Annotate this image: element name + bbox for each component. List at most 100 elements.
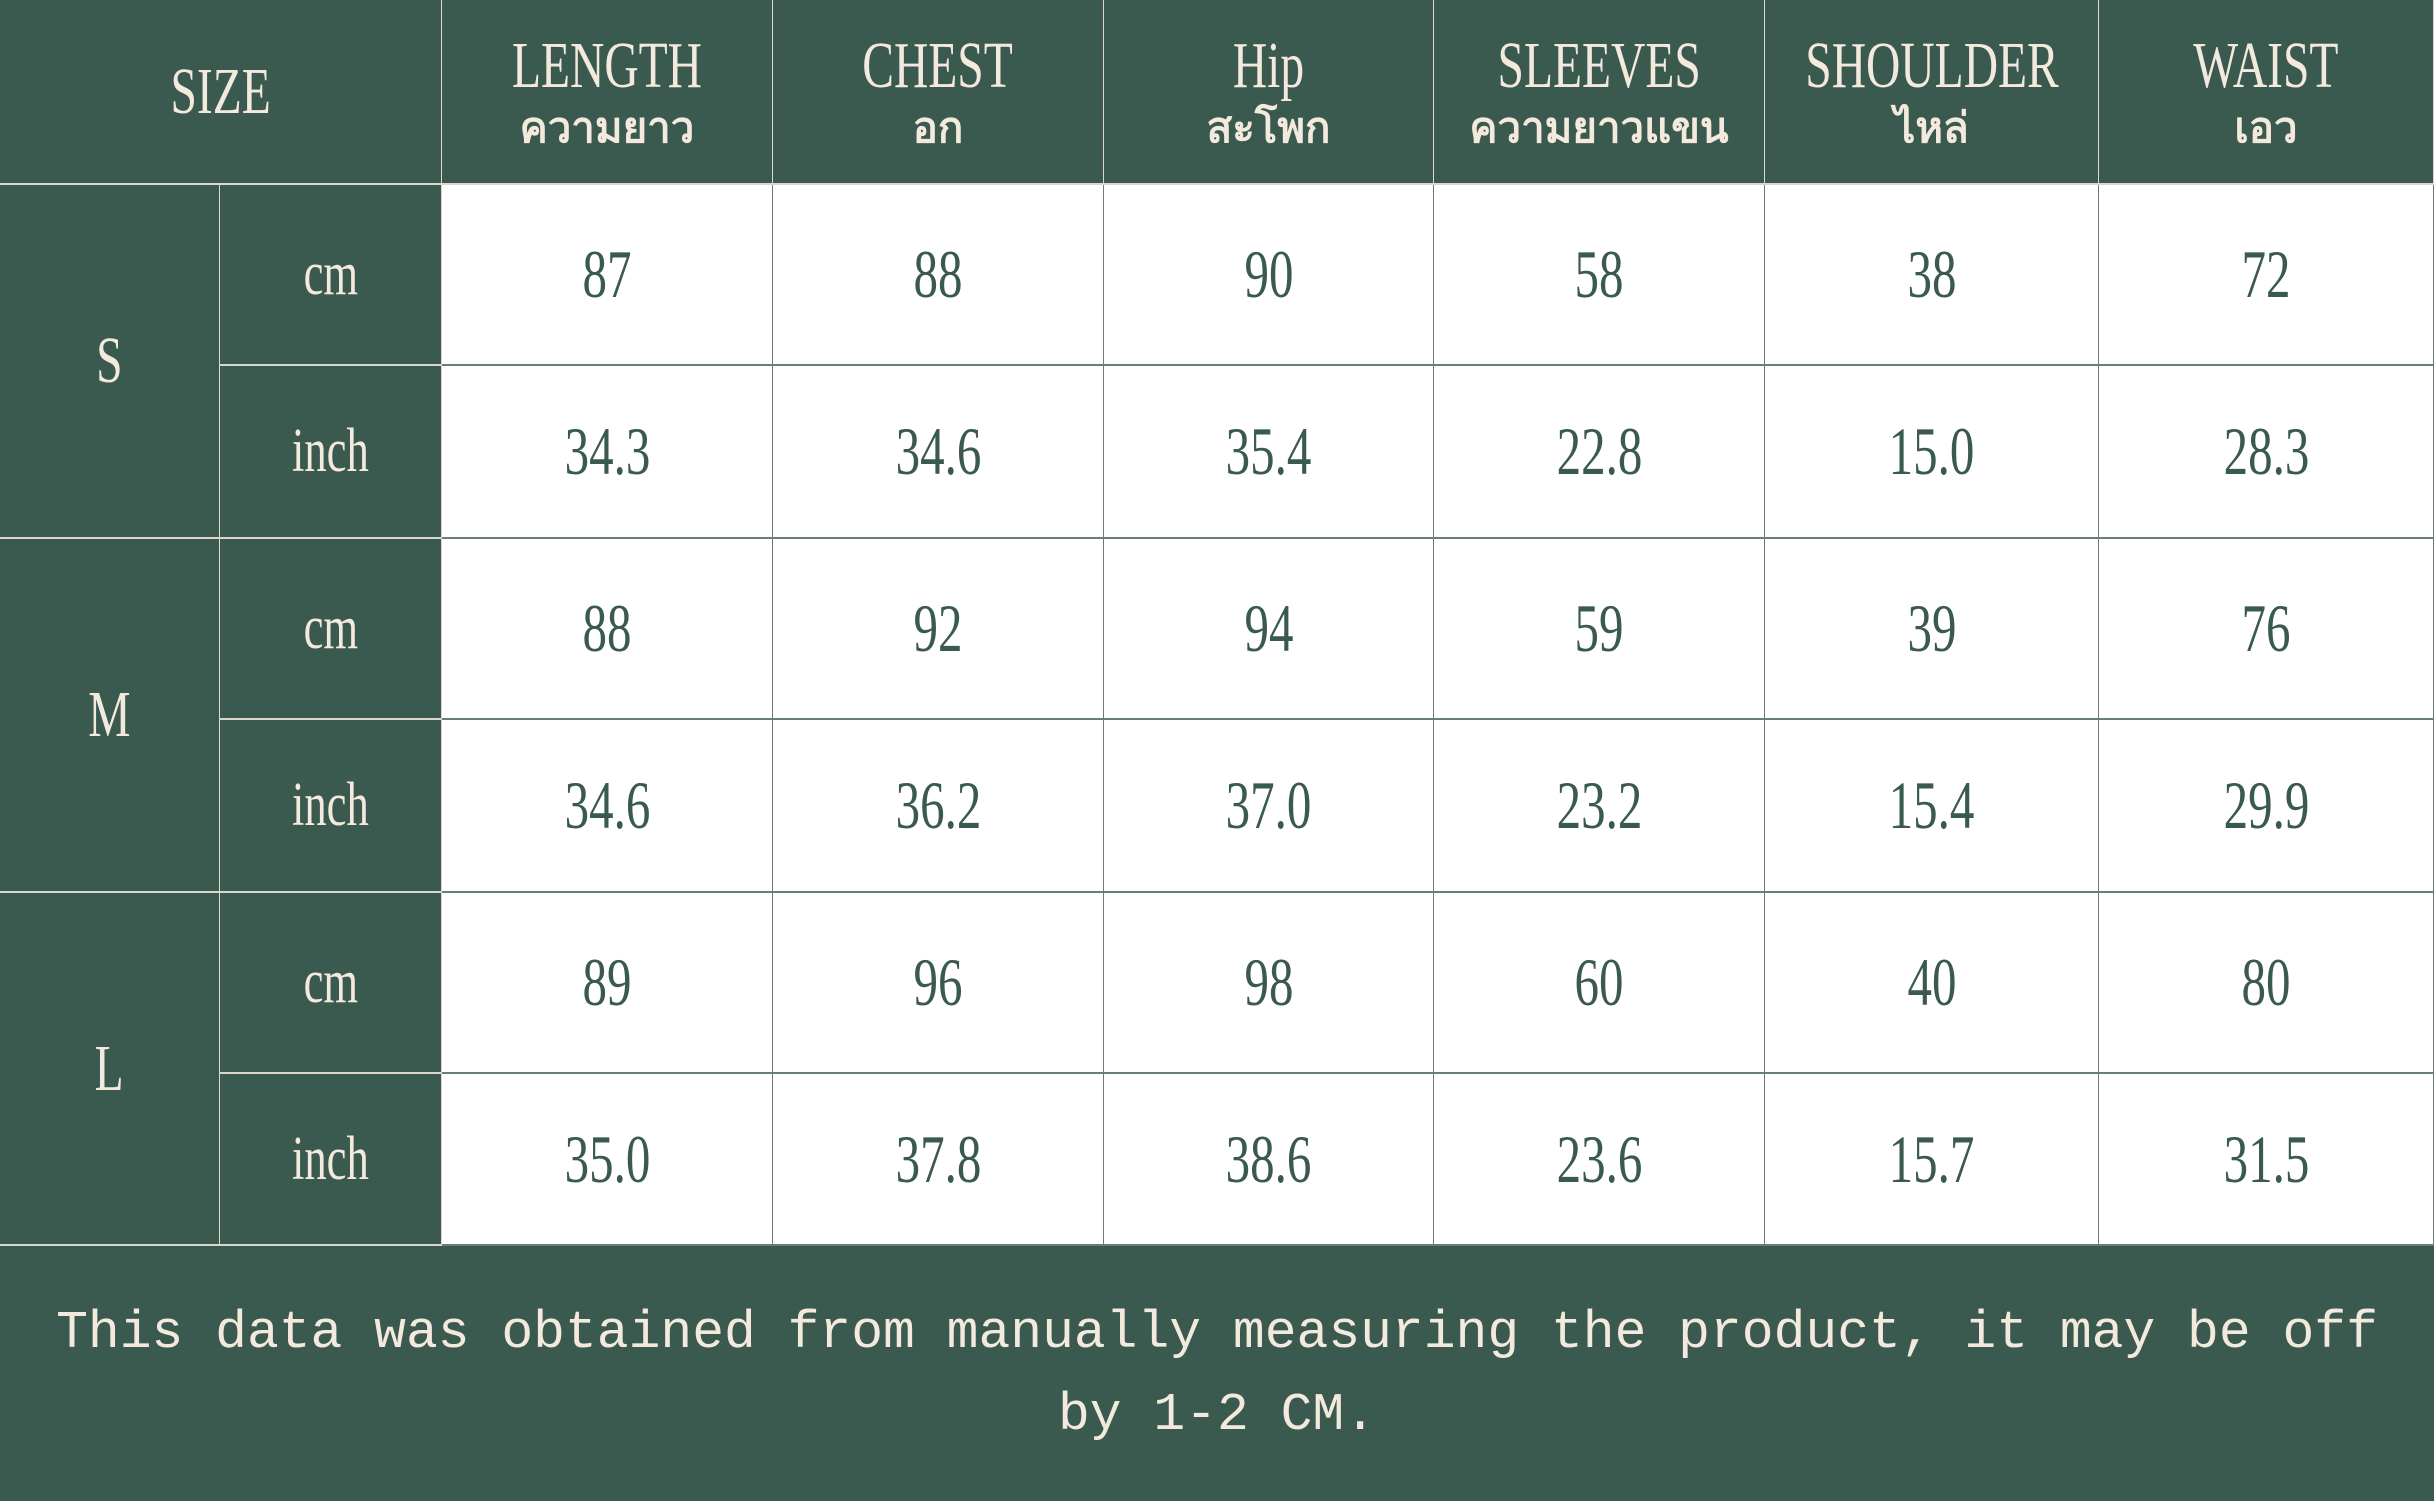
unit-label: cm <box>303 948 358 1016</box>
table-cell: 23.6 <box>1434 1074 1765 1246</box>
column-header-th: เอว <box>2234 102 2298 152</box>
cell-value: 28.3 <box>2223 413 2309 489</box>
table-cell: 34.6 <box>442 720 773 893</box>
table-cell: 34.3 <box>442 366 773 539</box>
table-cell: 29.9 <box>2099 720 2434 893</box>
unit-label: inch <box>292 417 369 485</box>
unit-cell: cm <box>220 539 442 720</box>
cell-value: 34.6 <box>564 767 650 843</box>
footer-note: This data was obtained from manually mea… <box>0 1246 2434 1501</box>
unit-cell: inch <box>220 1074 442 1246</box>
cell-value: 31.5 <box>2223 1120 2309 1197</box>
table-cell: 72 <box>2099 185 2434 366</box>
cell-value: 59 <box>1574 590 1624 666</box>
size-header-label: SIZE <box>170 54 271 128</box>
size-label: M <box>88 678 131 751</box>
table-cell: 40 <box>1765 893 2099 1074</box>
cell-value: 15.7 <box>1888 1120 1975 1197</box>
cell-value: 96 <box>913 944 963 1020</box>
unit-label: inch <box>292 1124 369 1193</box>
cell-value: 60 <box>1574 944 1624 1020</box>
cell-value: 15.0 <box>1888 413 1975 489</box>
table-cell: 90 <box>1104 185 1434 366</box>
cell-value: 34.6 <box>895 413 981 489</box>
cell-value: 92 <box>913 590 963 666</box>
table-cell: 88 <box>773 185 1104 366</box>
size-label-cell: S <box>0 185 220 539</box>
cell-value: 90 <box>1244 236 1293 312</box>
cell-value: 35.4 <box>1225 413 1312 489</box>
cell-value: 88 <box>582 590 632 666</box>
table-cell: 76 <box>2099 539 2434 720</box>
column-header-en: WAIST <box>2193 29 2339 102</box>
table-cell: 35.4 <box>1104 366 1434 539</box>
cell-value: 80 <box>2241 944 2291 1020</box>
table-cell: 37.0 <box>1104 720 1434 893</box>
column-header-en: LENGTH <box>511 29 703 102</box>
cell-value: 94 <box>1244 590 1293 666</box>
table-cell: 22.8 <box>1434 366 1765 539</box>
cell-value: 39 <box>1907 590 1956 666</box>
table-cell: 80 <box>2099 893 2434 1074</box>
column-header-th: ไหล่ <box>1894 102 1969 152</box>
table-cell: 96 <box>773 893 1104 1074</box>
cell-value: 15.4 <box>1888 767 1975 843</box>
unit-label: cm <box>303 594 358 662</box>
table-cell: 87 <box>442 185 773 366</box>
table-cell: 34.6 <box>773 366 1104 539</box>
cell-value: 88 <box>913 236 963 312</box>
size-header: SIZE <box>0 0 442 185</box>
size-label-cell: M <box>0 539 220 893</box>
cell-value: 34.3 <box>564 413 650 489</box>
column-header-en: SLEEVES <box>1497 29 1701 102</box>
column-header-th: ความยาว <box>519 102 695 152</box>
size-label: S <box>96 324 123 397</box>
size-label: L <box>94 1031 125 1105</box>
table-cell: 58 <box>1434 185 1765 366</box>
size-label-cell: L <box>0 893 220 1246</box>
table-cell: 39 <box>1765 539 2099 720</box>
unit-label: cm <box>303 240 358 308</box>
cell-value: 98 <box>1244 944 1293 1020</box>
table-cell: 37.8 <box>773 1074 1104 1246</box>
cell-value: 23.6 <box>1556 1120 1642 1197</box>
table-cell: 60 <box>1434 893 1765 1074</box>
table-cell: 94 <box>1104 539 1434 720</box>
table-cell: 89 <box>442 893 773 1074</box>
column-header-en: SHOULDER <box>1804 29 2059 102</box>
table-cell: 31.5 <box>2099 1074 2434 1246</box>
column-header: SLEEVES ความยาวแขน <box>1434 0 1765 185</box>
table-cell: 88 <box>442 539 773 720</box>
table-cell: 38.6 <box>1104 1074 1434 1246</box>
table-cell: 15.4 <box>1765 720 2099 893</box>
table-cell: 59 <box>1434 539 1765 720</box>
table-cell: 23.2 <box>1434 720 1765 893</box>
table-cell: 36.2 <box>773 720 1104 893</box>
unit-label: inch <box>292 771 369 839</box>
table-cell: 38 <box>1765 185 2099 366</box>
column-header: Hip สะโพก <box>1104 0 1434 185</box>
column-header-th: สะโพก <box>1206 102 1331 152</box>
cell-value: 76 <box>2241 590 2291 666</box>
cell-value: 89 <box>582 944 632 1020</box>
cell-value: 23.2 <box>1556 767 1642 843</box>
cell-value: 37.8 <box>895 1120 981 1197</box>
unit-cell: cm <box>220 185 442 366</box>
table-cell: 98 <box>1104 893 1434 1074</box>
cell-value: 22.8 <box>1556 413 1642 489</box>
cell-value: 38.6 <box>1225 1120 1312 1197</box>
cell-value: 58 <box>1574 236 1624 312</box>
footer-note-text: This data was obtained from manually mea… <box>56 1302 2378 1445</box>
unit-cell: cm <box>220 893 442 1074</box>
table-cell: 28.3 <box>2099 366 2434 539</box>
unit-cell: inch <box>220 720 442 893</box>
column-header: WAIST เอว <box>2099 0 2434 185</box>
cell-value: 87 <box>582 236 632 312</box>
cell-value: 37.0 <box>1225 767 1312 843</box>
table-cell: 35.0 <box>442 1074 773 1246</box>
column-header-th: อก <box>912 102 964 152</box>
column-header: CHEST อก <box>773 0 1104 185</box>
column-header-en: Hip <box>1232 29 1305 102</box>
column-header-th: ความยาวแขน <box>1469 102 1729 152</box>
